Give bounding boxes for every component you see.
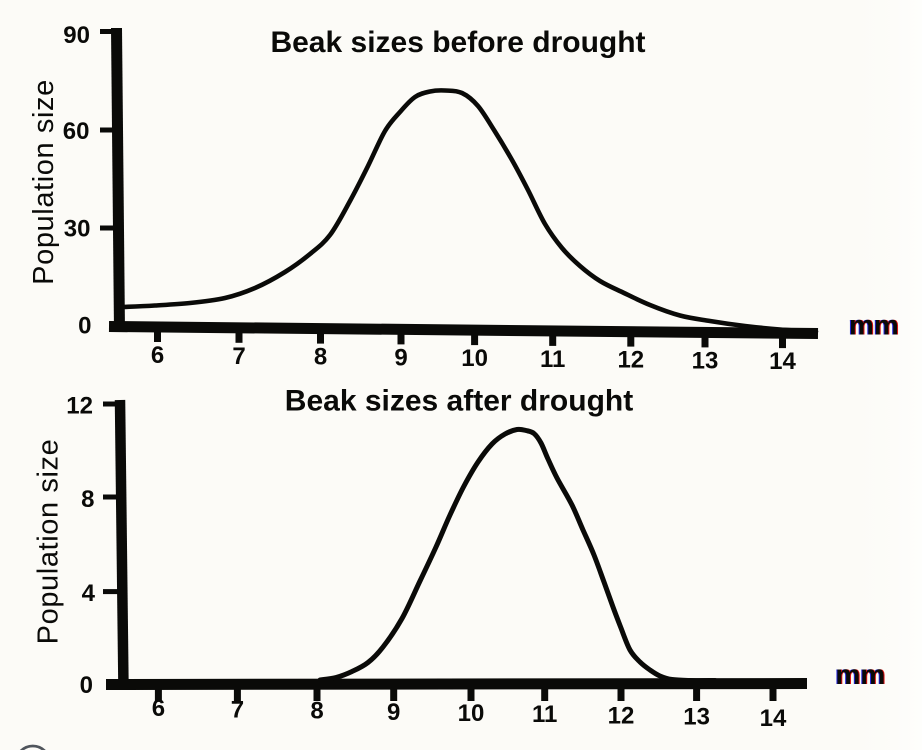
svg-text:mm: mm bbox=[836, 659, 886, 690]
svg-text:30: 30 bbox=[64, 216, 91, 243]
svg-text:12: 12 bbox=[617, 347, 644, 374]
svg-text:0: 0 bbox=[80, 672, 93, 699]
svg-text:90: 90 bbox=[63, 22, 90, 49]
svg-text:14: 14 bbox=[760, 705, 787, 732]
svg-text:12: 12 bbox=[66, 393, 93, 420]
svg-text:mm: mm bbox=[835, 659, 885, 690]
svg-text:mm: mm bbox=[848, 310, 898, 341]
svg-text:4: 4 bbox=[82, 580, 96, 607]
svg-text:Beak sizes after drought: Beak sizes after drought bbox=[285, 385, 633, 418]
svg-text:6: 6 bbox=[152, 695, 165, 722]
svg-text:mm: mm bbox=[850, 310, 900, 341]
svg-text:7: 7 bbox=[232, 343, 245, 370]
svg-text:8: 8 bbox=[81, 486, 94, 513]
svg-text:7: 7 bbox=[231, 696, 244, 723]
svg-text:8: 8 bbox=[310, 698, 323, 725]
svg-text:11: 11 bbox=[540, 346, 565, 373]
svg-text:11: 11 bbox=[532, 701, 557, 728]
svg-text:8: 8 bbox=[314, 344, 327, 371]
svg-text:6: 6 bbox=[151, 342, 164, 369]
svg-text:9: 9 bbox=[394, 344, 407, 371]
svg-text:10: 10 bbox=[458, 700, 485, 727]
svg-text:Population size: Population size bbox=[33, 439, 65, 645]
svg-text:mm: mm bbox=[849, 310, 899, 341]
svg-text:mm: mm bbox=[837, 659, 887, 690]
svg-text:60: 60 bbox=[63, 118, 90, 145]
svg-text:10: 10 bbox=[461, 345, 488, 372]
svg-text:9: 9 bbox=[387, 699, 400, 726]
svg-text:12: 12 bbox=[608, 702, 635, 729]
svg-text:14: 14 bbox=[769, 348, 796, 375]
svg-text:13: 13 bbox=[692, 347, 719, 374]
svg-text:0: 0 bbox=[78, 313, 91, 340]
svg-text:Population size: Population size bbox=[28, 79, 60, 285]
svg-text:Beak sizes before drought: Beak sizes before drought bbox=[270, 26, 645, 59]
svg-text:13: 13 bbox=[683, 704, 710, 731]
